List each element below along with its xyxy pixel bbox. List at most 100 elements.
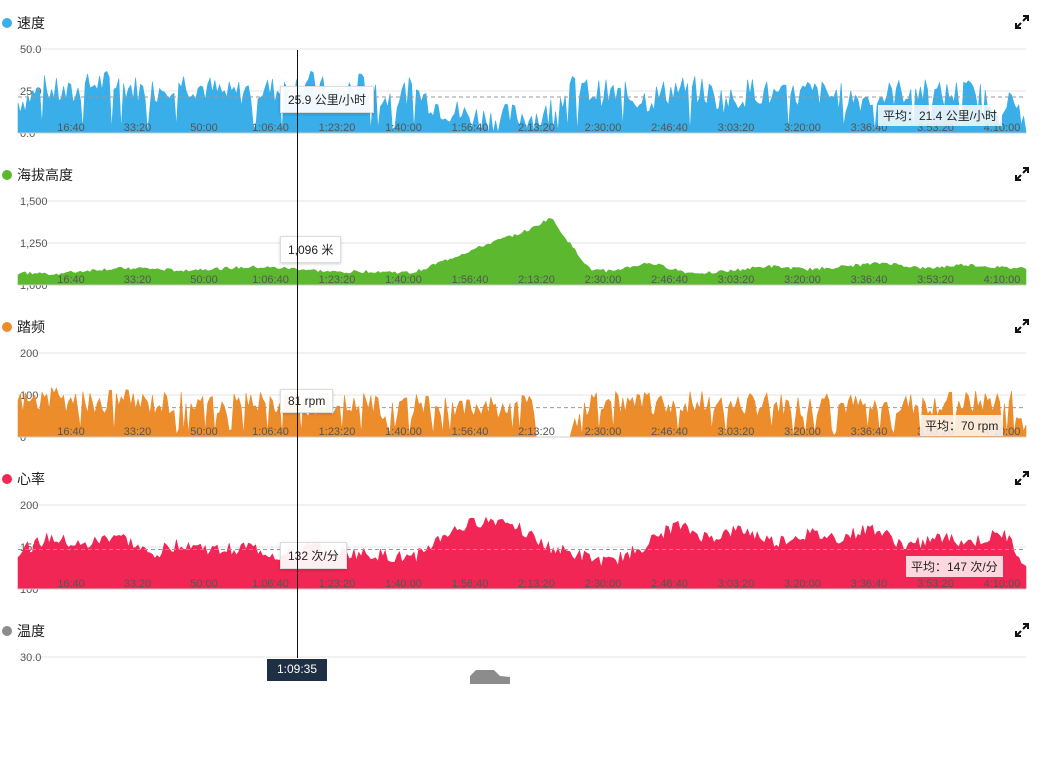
x-tick-label: 2:46:40 [651,122,688,134]
x-tick-label: 1:06:40 [252,274,289,286]
altitude-tooltip: 1,096 米 [280,236,342,263]
x-tick-label: 3:36:40 [851,578,888,590]
heart-rate-panel: 10015020016:4033:2050:001:06:401:23:201:… [0,462,1059,614]
temperature-chart: 30.0 [18,652,1026,684]
x-tick-label: 50:00 [190,122,218,134]
x-tick-label: 16:40 [57,274,85,286]
x-tick-label: 3:03:20 [718,578,755,590]
x-tick-label: 2:13:20 [518,426,555,438]
x-tick-label: 2:30:00 [585,578,622,590]
y-tick-label: 1,250 [20,238,48,250]
cadence-series-area [17,387,1027,438]
temperature-panel: 30.0 温度 [0,614,1059,766]
x-tick-label: 50:00 [190,426,218,438]
x-tick-label: 2:13:20 [518,274,555,286]
x-tick-label: 1:56:40 [452,578,489,590]
x-tick-label: 2:30:00 [585,122,622,134]
x-tick-label: 16:40 [57,122,85,134]
temperature-title: 温度 [17,623,45,639]
y-tick-label: 50.0 [20,44,41,56]
x-tick-label: 33:20 [124,426,152,438]
x-tick-label: 3:20:00 [784,122,821,134]
x-tick-label: 1:06:40 [252,122,289,134]
speed-legend-dot [2,18,12,28]
cursor-line[interactable] [297,50,298,658]
x-tick-label: 1:40:00 [385,122,422,134]
x-tick-label: 2:46:40 [651,578,688,590]
x-tick-label: 1:23:20 [319,426,356,438]
heart_rate-series-area [17,516,1027,590]
x-tick-label: 3:36:40 [851,426,888,438]
x-tick-label: 16:40 [57,578,85,590]
x-tick-label: 3:53:20 [917,274,954,286]
x-tick-label: 33:20 [124,578,152,590]
x-tick-label: 1:40:00 [385,426,422,438]
x-tick-label: 1:56:40 [452,274,489,286]
x-tick-label: 4:10:00 [984,578,1021,590]
x-tick-label: 4:10:00 [984,274,1021,286]
expand-icon[interactable] [1015,471,1029,485]
x-tick-label: 33:20 [124,274,152,286]
x-tick-label: 2:46:40 [651,426,688,438]
x-tick-label: 3:53:20 [917,578,954,590]
speed-series-area [17,70,1027,134]
temperature-series-area [470,670,510,684]
cadence-title: 踏频 [17,319,45,335]
temperature-legend-dot [2,626,12,636]
heart-rate-title: 心率 [17,471,45,487]
speed-title: 速度 [17,15,45,31]
x-tick-label: 1:40:00 [385,578,422,590]
altitude-panel: 1,000 1,250 1,500 16:40 33:20 50:00 1:06:40 1:2… [0,158,1059,310]
cursor-time-label: 1:09:35 [267,659,327,681]
x-tick-label: 2:13:20 [518,122,555,134]
x-tick-label: 50:00 [190,274,218,286]
x-tick-label: 33:20 [124,122,152,134]
altitude-title: 海拔高度 [17,167,73,183]
x-tick-label: 1:23:20 [319,578,356,590]
x-tick-label: 2:30:00 [585,274,622,286]
x-tick-label: 16:40 [57,426,85,438]
x-tick-label: 3:20:00 [784,274,821,286]
x-tick-label: 50:00 [190,578,218,590]
heart-rate-legend-dot [2,474,12,484]
expand-icon[interactable] [1015,623,1029,637]
y-tick-label: 200 [20,500,38,512]
x-tick-label: 1:06:40 [252,578,289,590]
x-tick-label: 2:30:00 [585,426,622,438]
x-tick-label: 1:56:40 [452,426,489,438]
heart-rate-tooltip: 132 次/分 [280,542,347,569]
speed-chart: 0.025.050.016:40 33:20 50:00 1:06:40 1:23:20… [17,44,1027,140]
speed-average-label: 平均：21.4 公里/小时 [878,105,1003,126]
x-tick-label: 3:20:00 [784,578,821,590]
speed-panel: 0.0 25.0 50.0 16:40 33:20 50:00 1:06:40 1:23:20… [0,6,1059,158]
x-tick-label: 3:03:20 [718,426,755,438]
cadence-panel: 0 100 200 16:40 33:20 50:00 1:06:40 1:23:20 1:40… [0,310,1059,462]
altitude-series-area [17,218,1027,286]
y-tick-label: 0 [20,432,26,444]
x-tick-label: 2:46:40 [651,274,688,286]
x-tick-label: 1:23:20 [319,274,356,286]
x-tick-label: 1:06:40 [252,426,289,438]
x-tick-label: 1:56:40 [452,122,489,134]
x-tick-label: 2:13:20 [518,578,555,590]
cadence-legend-dot [2,322,12,332]
speed-tooltip: 25.9 公里/小时 [280,86,375,113]
y-tick-label: 30.0 [20,652,41,664]
x-tick-label: 3:36:40 [851,274,888,286]
heart-rate-chart: 10015020016:4033:2050:001:06:401:23:201:… [17,500,1027,596]
x-tick-label: 3:20:00 [784,426,821,438]
heart-rate-average-label: 平均：147 次/分 [906,556,1003,577]
expand-icon[interactable] [1015,167,1029,181]
y-tick-label: 200 [20,348,38,360]
cadence-tooltip: 81 rpm [280,389,334,413]
altitude-legend-dot [2,170,12,180]
cadence-average-label: 平均：70 rpm [920,415,1004,436]
x-tick-label: 3:03:20 [718,122,755,134]
x-tick-label: 1:23:20 [319,122,356,134]
expand-icon[interactable] [1015,15,1029,29]
y-tick-label: 1,500 [20,196,48,208]
x-tick-label: 3:03:20 [718,274,755,286]
expand-icon[interactable] [1015,319,1029,333]
